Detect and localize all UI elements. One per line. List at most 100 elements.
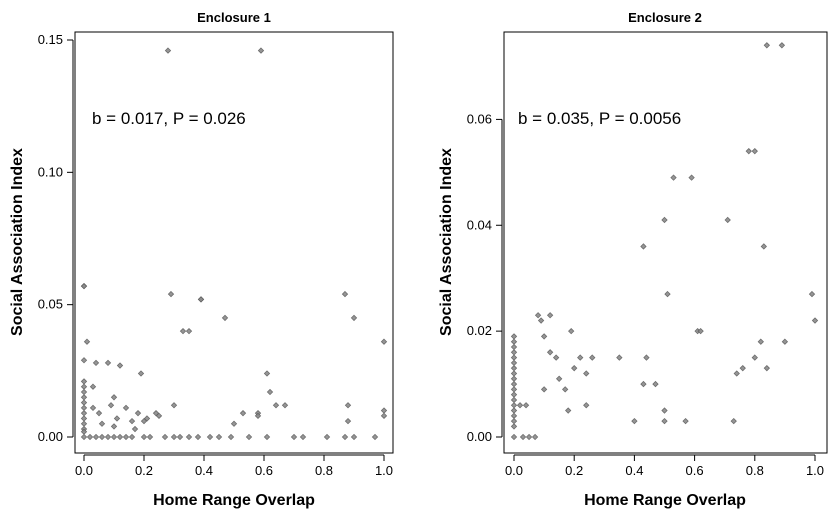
x-tick-label: 0.2 [135, 463, 153, 478]
data-point [323, 433, 331, 441]
data-point [733, 370, 740, 377]
data-point [371, 433, 379, 441]
data-point [540, 333, 548, 340]
data-point [652, 380, 659, 388]
data-point [263, 370, 271, 377]
data-point [80, 388, 88, 396]
panel-2-points [510, 42, 819, 441]
data-point [552, 354, 560, 361]
data-point [80, 282, 88, 290]
data-point [670, 174, 677, 181]
data-point [272, 402, 280, 409]
data-point [697, 327, 704, 335]
data-point [525, 433, 533, 441]
data-point [98, 433, 106, 441]
data-point [80, 404, 88, 412]
data-point [616, 354, 623, 361]
data-point [583, 402, 590, 409]
data-point [164, 47, 172, 54]
data-point [577, 354, 584, 361]
data-point [781, 338, 789, 345]
data-point [661, 216, 668, 224]
data-point [510, 380, 518, 388]
data-point [146, 433, 154, 441]
data-point [134, 410, 142, 417]
data-point [555, 375, 563, 382]
x-tick-label: 1.0 [375, 463, 393, 478]
data-point [92, 359, 100, 367]
x-tick-label: 0.8 [315, 463, 333, 478]
data-point [290, 433, 298, 441]
data-point [739, 365, 746, 372]
data-point [89, 383, 97, 390]
data-point [281, 402, 289, 409]
x-tick-label: 0.4 [195, 463, 213, 478]
data-point [185, 327, 193, 335]
y-tick-label: 0.15 [38, 32, 63, 47]
data-point [380, 407, 388, 414]
data-point [110, 433, 118, 441]
data-point [176, 433, 184, 441]
data-point [571, 365, 578, 372]
data-point [80, 378, 88, 385]
data-point [263, 433, 271, 441]
data-point [83, 338, 91, 345]
data-point [131, 425, 139, 433]
data-point [661, 407, 668, 414]
data-point [562, 386, 569, 393]
data-point [519, 433, 527, 441]
x-tick-label: 0.0 [75, 463, 93, 478]
data-point [155, 412, 163, 419]
data-point [80, 420, 88, 427]
data-point [113, 415, 121, 422]
data-point [745, 147, 752, 155]
data-point [510, 417, 518, 425]
data-point [104, 359, 112, 367]
data-point [546, 312, 554, 319]
data-point [664, 290, 671, 298]
data-point [763, 42, 771, 49]
data-point [763, 365, 771, 372]
data-point [546, 349, 554, 356]
data-point [107, 402, 115, 409]
data-point [760, 243, 767, 250]
data-point [751, 147, 758, 155]
y-tick-label: 0.02 [467, 323, 492, 338]
data-point [86, 433, 94, 441]
x-tick-label: 0.0 [505, 463, 523, 478]
data-point [522, 402, 530, 409]
data-point [344, 402, 352, 409]
data-point [380, 338, 388, 345]
data-point [534, 312, 542, 319]
panel-1-points [80, 47, 388, 441]
data-point [170, 402, 178, 409]
panel-1-annotation: b = 0.017, P = 0.026 [92, 109, 246, 128]
panel-1-x-ticks: 0.0 0.2 0.4 0.6 0.8 1.0 [75, 454, 393, 478]
data-point [510, 370, 518, 377]
x-tick-label: 0.4 [625, 463, 643, 478]
x-tick-label: 0.6 [686, 463, 704, 478]
data-point [80, 383, 88, 390]
data-point [565, 407, 572, 414]
data-point [341, 290, 349, 298]
data-point [221, 314, 229, 322]
data-point [510, 396, 518, 404]
data-point [510, 343, 518, 351]
panel-2-y-ticks: 0.00 0.02 0.04 0.06 [467, 111, 503, 444]
x-tick-label: 0.8 [746, 463, 764, 478]
data-point [80, 357, 88, 364]
panel-2-y-axis-label: Social Association Index [438, 148, 455, 336]
data-point [254, 412, 262, 419]
data-point [80, 410, 88, 417]
data-point [510, 338, 518, 345]
data-point [640, 243, 647, 250]
data-point [89, 404, 97, 412]
data-point [583, 370, 590, 377]
panel-1-plot-frame [74, 31, 394, 454]
data-point [80, 399, 88, 406]
data-point [110, 423, 118, 430]
data-point [531, 433, 539, 441]
panel-enclosure-1: Enclosure 1 b = 0.017, P = 0.026 Home Ra… [9, 10, 394, 509]
data-point [95, 410, 103, 417]
data-point [140, 433, 148, 441]
